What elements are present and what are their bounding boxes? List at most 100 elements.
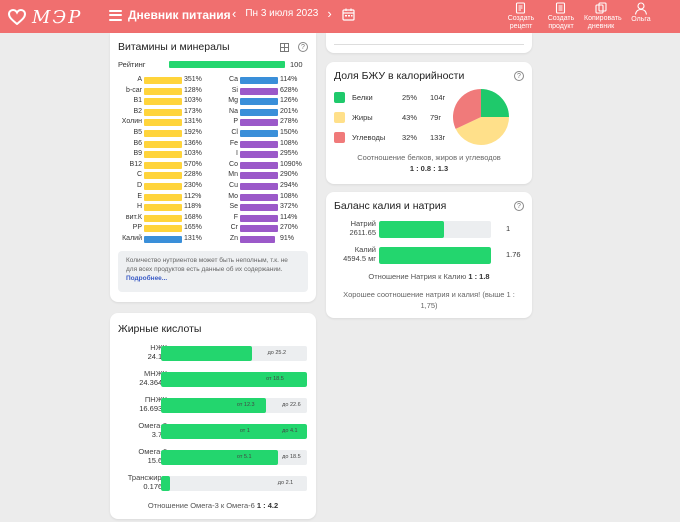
more-info-link[interactable]: Подробнее... (126, 275, 168, 282)
nutrient-percent: 230% (184, 182, 202, 189)
current-date[interactable]: Пн 3 июля 2023 (245, 8, 319, 19)
help-icon[interactable]: ? (514, 201, 524, 211)
nutrient-row: Mn 290% (110, 171, 310, 181)
pie-slice-carbs (453, 89, 481, 129)
create-recipe-button[interactable]: Создать рецепт (504, 2, 538, 31)
nutrient-percent: 131% (184, 118, 202, 126)
nutrient-percent: 270% (280, 224, 298, 232)
nutrient-bar (240, 140, 278, 148)
create-recipe-label-1: Создать (507, 15, 535, 22)
divider (334, 44, 524, 45)
macro-row: Углеводы 32% 133г (334, 132, 454, 144)
nutrient-percent: 103% (184, 150, 202, 158)
nutrient-row: C 228% (110, 171, 310, 181)
nutrient-name: Co (229, 160, 238, 168)
macro-percent: 43% (402, 113, 418, 122)
nutrient-name: b-car (126, 86, 142, 94)
nutrient-row: D 230% (110, 182, 310, 192)
fatty-acid-fill (161, 450, 278, 465)
nutrient-bar (144, 108, 182, 116)
pie-slice-fat (455, 117, 509, 145)
omega-ratio: Отношение Омега-3 к Омега-6 1 : 4.2 (110, 501, 316, 510)
fatty-acid-fill (161, 372, 307, 387)
nutrient-row: F 114% (110, 214, 310, 224)
nutrient-bar (144, 214, 182, 222)
nutrient-name: C (136, 171, 142, 179)
nutrient-percent: 114% (280, 213, 298, 221)
fatty-acid-track: до 25.2 (161, 346, 307, 361)
fatty-acid-label: Трансжиры 0.176 г (107, 473, 167, 491)
nutrient-row: H 118% (110, 203, 310, 213)
help-icon[interactable]: ? (298, 42, 308, 52)
nutrient-percent: 290% (280, 171, 298, 179)
nutrient-percent: 112% (184, 192, 202, 200)
hamburger-icon (109, 9, 122, 21)
nutrient-bar (144, 87, 182, 95)
fatty-acids-title: Жирные кислоты (118, 323, 202, 335)
kna-ratio-label: Отношение Натрия к Калию (368, 272, 467, 281)
nutrient-row: B1 103% (110, 97, 310, 107)
recipe-add-icon (515, 2, 526, 14)
main-menu-button[interactable]: Дневник питания (109, 8, 231, 22)
fatty-acid-row: НЖК 24.1 г до 25.2 (110, 343, 316, 363)
nutrient-bar (240, 204, 278, 212)
nutrient-bar (240, 172, 278, 180)
prev-day-arrow-icon[interactable]: ‹ (232, 6, 237, 21)
fatty-acid-name: Омега-3 (138, 421, 167, 430)
electrolyte-fill (379, 221, 444, 238)
nutrient-bar (144, 225, 182, 233)
omega-ratio-label: Отношение Омега-3 к Омега-6 (147, 501, 255, 510)
nutrient-row: Fe 108% (110, 140, 310, 150)
nutrient-name: P (233, 118, 238, 126)
table-view-icon[interactable] (280, 43, 289, 52)
nutrient-row: b-car 128% (110, 87, 310, 97)
nutrient-percent: 570% (184, 160, 202, 168)
nutrient-bar (240, 214, 278, 222)
nutrient-bar (240, 183, 278, 190)
logo[interactable]: МЭР (8, 6, 82, 28)
sodium-potassium-ratio: Отношение Натрия к Калию 1 : 1.8 (326, 272, 532, 281)
next-day-arrow-icon[interactable]: › (327, 6, 332, 21)
rating-row: Рейтинг 100 (118, 60, 308, 70)
fatty-acid-name: НЖК (150, 343, 167, 352)
top-bar: МЭР Дневник питания ‹ Пн 3 июля 2023 › С… (0, 0, 680, 33)
fatty-acid-name: Омега-6 (138, 447, 167, 456)
fatty-acid-amount: 0.176 г (143, 482, 167, 491)
macro-row: Жиры 43% 79г (334, 112, 454, 124)
macro-row: Белки 25% 104г (334, 92, 454, 104)
create-recipe-label-2: рецепт (509, 23, 533, 30)
copy-diary-button[interactable]: Копировать дневник (584, 2, 622, 31)
electrolyte-row: Калий 4594.5 мг 1.76 (326, 245, 532, 265)
fatty-acids-card: Жирные кислоты НЖК 24.1 г до 25.2 МНЖК 24.36… (110, 313, 316, 519)
nutrient-bar (144, 151, 182, 159)
nutrient-percent: 1090% (280, 160, 302, 168)
nutrient-name: B12 (129, 160, 142, 168)
macros-note: Соотношение белков, жиров и углеводов 1 … (326, 152, 532, 174)
nutrient-row: PP 165% (110, 224, 310, 234)
nutrient-bar (144, 130, 182, 137)
norm-marker: до 25.2 (267, 350, 287, 356)
fatty-acid-row: Трансжиры 0.176 г до 2.1 (110, 473, 316, 493)
nutrient-bar (144, 140, 182, 148)
nutrients-note-text: Количество нутриентов может быть неполны… (126, 257, 288, 273)
fatty-acid-fill (161, 476, 170, 491)
fatty-acid-label: ПНЖК 16.693 г (107, 395, 167, 413)
help-icon[interactable]: ? (514, 71, 524, 81)
nutrient-row: B9 103% (110, 150, 310, 160)
nutrient-percent: 294% (280, 182, 298, 189)
nutrient-percent: 108% (280, 192, 298, 200)
nutrient-name: B5 (133, 129, 142, 136)
fatty-acid-name: Трансжиры (127, 473, 167, 482)
nutrient-row: B5 192% (110, 129, 310, 139)
nutrient-name: Калий (122, 235, 142, 242)
nutrient-name: Cr (230, 224, 238, 232)
fatty-acid-fill (161, 424, 307, 439)
calendar-icon[interactable] (342, 8, 355, 21)
user-menu-button[interactable]: Ольга (624, 2, 658, 31)
nutrient-percent: 150% (280, 129, 298, 136)
create-product-button[interactable]: Создать продукт (544, 2, 578, 31)
nutrient-row: Cu 294% (110, 182, 310, 192)
fatty-acid-row: МНЖК 24.364 г от 18.5 (110, 369, 316, 389)
nutrient-name: B2 (133, 107, 142, 115)
norm-marker: от 12.3 (236, 402, 255, 408)
